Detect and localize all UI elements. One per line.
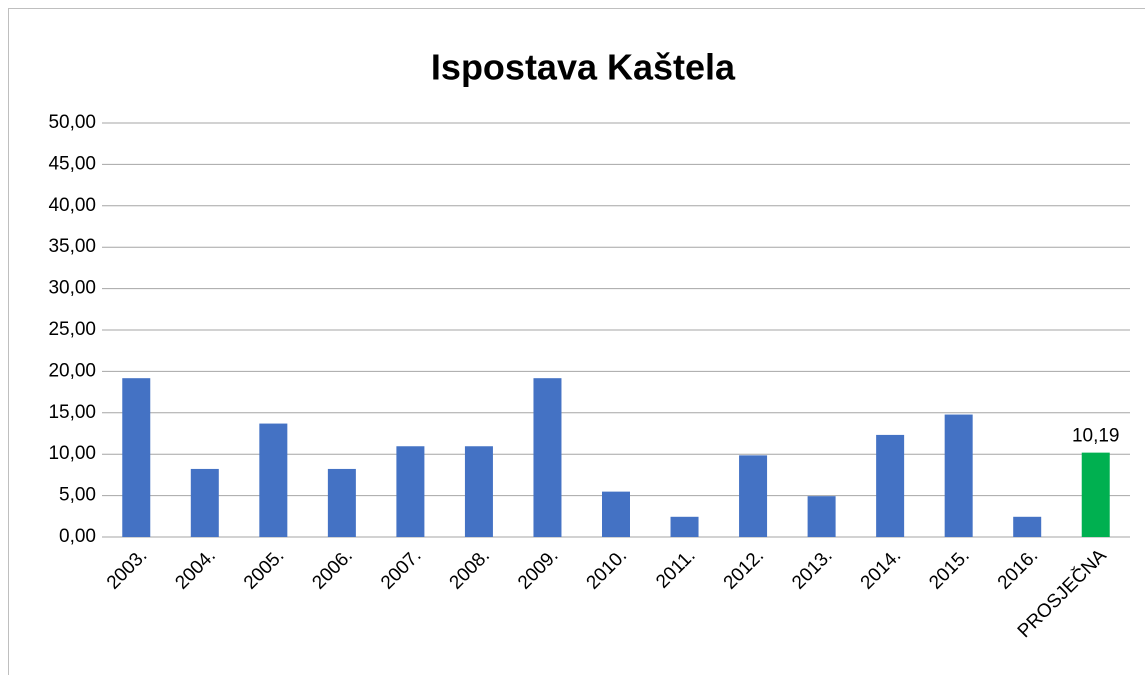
x-tick-label: 2010. — [583, 545, 631, 593]
y-tick-label: 0,00 — [59, 526, 96, 547]
x-tick-label: 2011. — [652, 545, 699, 592]
x-tick-label: 2015. — [925, 545, 973, 593]
bar — [807, 496, 836, 537]
bar — [464, 446, 493, 537]
y-tick-label: 45,00 — [48, 153, 96, 174]
bar — [533, 378, 562, 537]
bar — [602, 491, 630, 537]
y-tick-label: 30,00 — [48, 278, 96, 299]
x-tick-label: 2006. — [308, 545, 356, 593]
x-tick-label: 2007. — [377, 545, 425, 593]
bar — [670, 516, 699, 537]
y-tick-label: 10,00 — [48, 443, 96, 464]
bar — [259, 423, 288, 537]
y-tick-label: 50,00 — [48, 112, 96, 133]
y-tick-label: 40,00 — [48, 195, 96, 216]
y-tick-label: 15,00 — [48, 402, 96, 423]
x-tick-label: 2003. — [103, 545, 151, 593]
y-tick-label: 5,00 — [59, 485, 96, 506]
x-tick-label: 2004. — [171, 545, 219, 593]
bar — [876, 434, 905, 537]
bar — [1081, 452, 1110, 537]
bar — [122, 378, 151, 537]
x-tick-label: 2016. — [994, 545, 1042, 593]
x-tick-label: 2008. — [446, 545, 494, 593]
y-tick-label: 35,00 — [48, 236, 96, 257]
bar — [327, 468, 356, 537]
bar — [1013, 516, 1042, 537]
bar — [190, 468, 219, 537]
y-tick-label: 20,00 — [48, 360, 96, 381]
chart-title: Ispostava Kaštela — [431, 47, 736, 88]
bar — [396, 446, 425, 537]
x-tick-label: 2014. — [857, 545, 905, 593]
y-tick-label: 25,00 — [48, 319, 96, 340]
bar — [944, 414, 973, 537]
x-tick-label: 2012. — [720, 545, 768, 593]
x-tick-label: 2013. — [788, 545, 836, 593]
x-tick-label: 2005. — [240, 545, 288, 593]
data-label: 10,19 — [1072, 426, 1120, 447]
bar — [739, 455, 768, 537]
x-tick-label: 2009. — [514, 545, 562, 593]
